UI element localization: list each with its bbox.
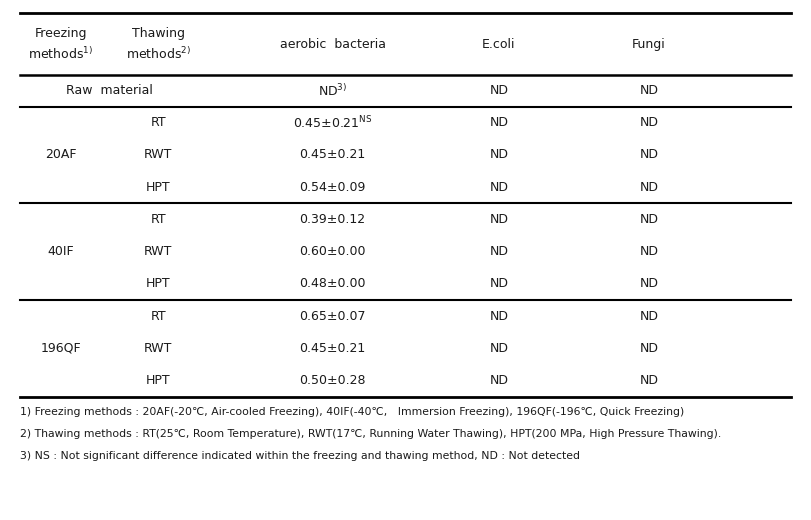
Text: HPT: HPT	[146, 278, 170, 290]
Text: 40IF: 40IF	[48, 245, 74, 258]
Text: 20AF: 20AF	[45, 149, 76, 161]
Text: ND: ND	[639, 374, 659, 387]
Text: ND: ND	[639, 84, 659, 98]
Text: ND: ND	[639, 149, 659, 161]
Text: RWT: RWT	[144, 245, 172, 258]
Text: RT: RT	[150, 309, 166, 322]
Text: 0.50±0.28: 0.50±0.28	[299, 374, 366, 387]
Text: E.coli: E.coli	[482, 37, 516, 50]
Text: Fungi: Fungi	[632, 37, 666, 50]
Text: 0.65±0.07: 0.65±0.07	[299, 309, 366, 322]
Text: Thawing
methods$^{2)}$: Thawing methods$^{2)}$	[126, 27, 191, 62]
Text: 0.60±0.00: 0.60±0.00	[299, 245, 366, 258]
Text: Freezing
methods$^{1)}$: Freezing methods$^{1)}$	[28, 27, 93, 62]
Text: ND: ND	[489, 374, 508, 387]
Text: ND: ND	[489, 149, 508, 161]
Text: ND: ND	[639, 180, 659, 193]
Text: aerobic  bacteria: aerobic bacteria	[280, 37, 385, 50]
Text: 0.45±0.21: 0.45±0.21	[299, 149, 366, 161]
Text: ND: ND	[639, 278, 659, 290]
Text: ND: ND	[489, 180, 508, 193]
Text: 2) Thawing methods : RT(25℃, Room Temperature), RWT(17℃, Running Water Thawing),: 2) Thawing methods : RT(25℃, Room Temper…	[20, 429, 722, 439]
Text: 3) NS : Not significant difference indicated within the freezing and thawing met: 3) NS : Not significant difference indic…	[20, 451, 581, 461]
Text: ND: ND	[489, 213, 508, 226]
Text: 0.45±0.21: 0.45±0.21	[299, 342, 366, 355]
Text: 0.45±0.21$^{\mathrm{NS}}$: 0.45±0.21$^{\mathrm{NS}}$	[293, 114, 372, 131]
Text: ND: ND	[639, 245, 659, 258]
Text: HPT: HPT	[146, 180, 170, 193]
Text: ND: ND	[489, 116, 508, 129]
Text: 0.54±0.09: 0.54±0.09	[299, 180, 366, 193]
Text: ND: ND	[489, 245, 508, 258]
Text: 0.39±0.12: 0.39±0.12	[299, 213, 366, 226]
Text: ND: ND	[489, 342, 508, 355]
Text: ND$^{3)}$: ND$^{3)}$	[318, 83, 347, 99]
Text: ND: ND	[639, 309, 659, 322]
Text: RT: RT	[150, 116, 166, 129]
Text: ND: ND	[639, 342, 659, 355]
Text: ND: ND	[489, 309, 508, 322]
Text: ND: ND	[489, 84, 508, 98]
Text: RWT: RWT	[144, 342, 172, 355]
Text: Raw  material: Raw material	[66, 84, 153, 98]
Text: ND: ND	[639, 116, 659, 129]
Text: 196QF: 196QF	[41, 342, 81, 355]
Text: RT: RT	[150, 213, 166, 226]
Text: HPT: HPT	[146, 374, 170, 387]
Text: 0.48±0.00: 0.48±0.00	[299, 278, 366, 290]
Text: 1) Freezing methods : 20AF(-20℃, Air-cooled Freezing), 40IF(-40℃,   Immersion Fr: 1) Freezing methods : 20AF(-20℃, Air-coo…	[20, 407, 684, 417]
Text: ND: ND	[639, 213, 659, 226]
Text: RWT: RWT	[144, 149, 172, 161]
Text: ND: ND	[489, 278, 508, 290]
